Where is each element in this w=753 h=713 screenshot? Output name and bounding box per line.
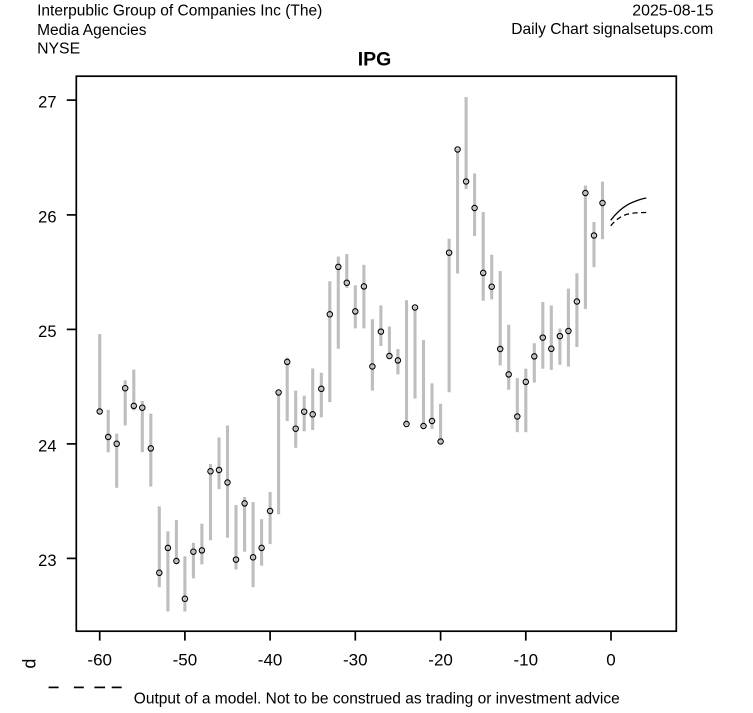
svg-text:NYSE: NYSE	[37, 41, 80, 58]
svg-text:IPG: IPG	[358, 49, 392, 71]
svg-text:0: 0	[606, 651, 615, 670]
svg-text:-60: -60	[87, 651, 112, 670]
svg-text:-10: -10	[514, 651, 539, 670]
svg-text:-50: -50	[173, 651, 198, 670]
svg-text:d: d	[19, 659, 39, 669]
svg-text:26: 26	[38, 208, 56, 226]
svg-text:24: 24	[38, 437, 56, 455]
svg-text:Interpublic Group of Companies: Interpublic Group of Companies Inc (The)	[37, 3, 322, 20]
svg-text:-30: -30	[343, 651, 368, 670]
svg-text:Output of a model. Not to be c: Output of a model. Not to be construed a…	[134, 691, 620, 708]
svg-text:-40: -40	[258, 651, 283, 670]
svg-text:25: 25	[38, 323, 56, 341]
svg-text:27: 27	[38, 94, 56, 112]
svg-text:Daily Chart signalsetups.com: Daily Chart signalsetups.com	[511, 21, 713, 38]
svg-text:2025-08-15: 2025-08-15	[632, 3, 713, 20]
svg-text:23: 23	[38, 552, 56, 570]
svg-text:Media Agencies: Media Agencies	[37, 22, 147, 39]
svg-text:-20: -20	[428, 651, 453, 670]
